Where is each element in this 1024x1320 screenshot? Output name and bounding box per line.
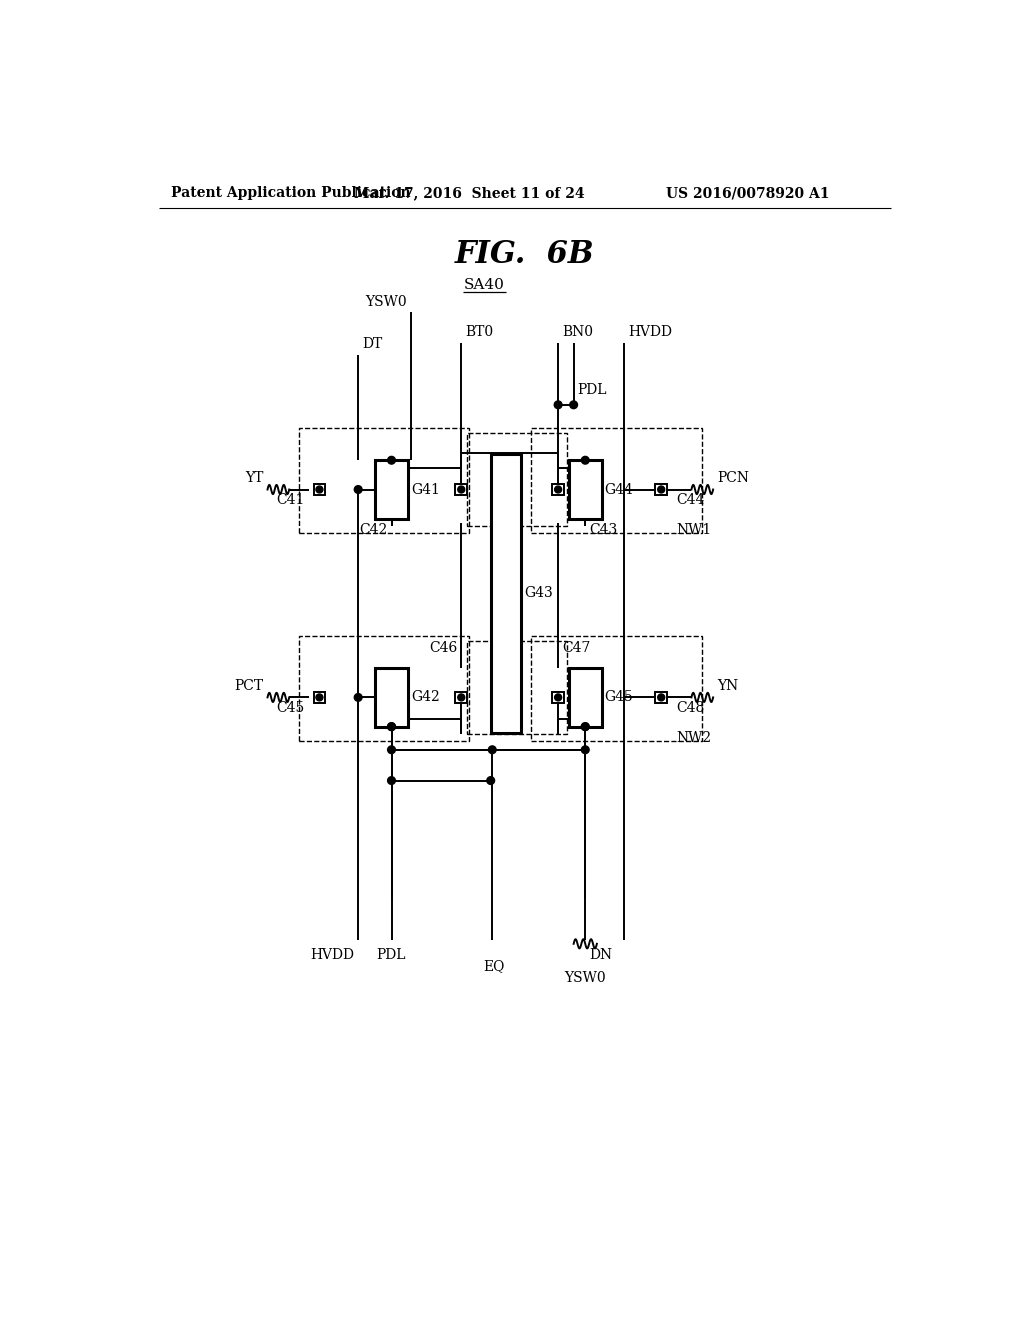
- Bar: [375, 668, 408, 726]
- Circle shape: [388, 776, 395, 784]
- Text: Patent Application Publication: Patent Application Publication: [171, 186, 411, 201]
- Circle shape: [582, 457, 589, 465]
- Bar: [467, 642, 567, 734]
- Circle shape: [569, 401, 578, 409]
- Bar: [375, 461, 408, 519]
- Bar: [313, 692, 326, 704]
- Bar: [552, 483, 564, 495]
- Bar: [569, 461, 601, 519]
- Text: HVDD: HVDD: [310, 948, 354, 962]
- Circle shape: [354, 486, 362, 494]
- Text: G41: G41: [411, 483, 439, 496]
- Text: US 2016/0078920 A1: US 2016/0078920 A1: [667, 186, 829, 201]
- Text: PCN: PCN: [717, 471, 749, 484]
- Bar: [552, 692, 564, 704]
- Bar: [299, 636, 469, 741]
- Text: C41: C41: [276, 494, 305, 507]
- Text: YSW0: YSW0: [366, 294, 407, 309]
- Circle shape: [458, 694, 465, 701]
- Text: NW2: NW2: [676, 730, 711, 744]
- Text: C43: C43: [589, 523, 617, 537]
- Text: DN: DN: [589, 948, 612, 962]
- Text: C42: C42: [359, 523, 388, 537]
- Circle shape: [388, 723, 395, 730]
- Text: C46: C46: [429, 642, 458, 655]
- Text: Mar. 17, 2016  Sheet 11 of 24: Mar. 17, 2016 Sheet 11 of 24: [353, 186, 585, 201]
- Circle shape: [554, 401, 562, 409]
- Text: PDL: PDL: [578, 383, 607, 397]
- Text: PDL: PDL: [377, 948, 407, 962]
- Bar: [569, 668, 601, 726]
- Text: EQ: EQ: [483, 960, 505, 973]
- Bar: [655, 692, 667, 704]
- Bar: [531, 636, 701, 741]
- Text: G44: G44: [604, 483, 634, 496]
- Bar: [531, 428, 701, 533]
- Text: C44: C44: [676, 494, 705, 507]
- Circle shape: [657, 694, 665, 701]
- Text: NW1: NW1: [676, 523, 712, 537]
- Bar: [456, 692, 467, 704]
- Bar: [313, 483, 326, 495]
- Circle shape: [458, 486, 465, 492]
- Circle shape: [657, 486, 665, 492]
- Bar: [467, 433, 567, 527]
- Text: YN: YN: [717, 678, 738, 693]
- Circle shape: [316, 694, 323, 701]
- Text: BN0: BN0: [562, 325, 593, 339]
- Text: PCT: PCT: [234, 678, 263, 693]
- Text: C47: C47: [562, 642, 591, 655]
- Circle shape: [354, 693, 362, 701]
- Circle shape: [582, 746, 589, 754]
- Bar: [299, 428, 469, 533]
- Text: C45: C45: [276, 701, 305, 715]
- Text: G42: G42: [411, 690, 439, 705]
- Circle shape: [488, 746, 496, 754]
- Circle shape: [388, 723, 395, 730]
- Text: HVDD: HVDD: [628, 325, 672, 339]
- Circle shape: [316, 486, 323, 492]
- Text: G43: G43: [524, 586, 553, 601]
- Circle shape: [555, 486, 561, 492]
- Text: YSW0: YSW0: [564, 970, 606, 985]
- Circle shape: [582, 723, 589, 730]
- Text: C48: C48: [676, 701, 705, 715]
- Text: DT: DT: [362, 337, 382, 351]
- Text: G45: G45: [604, 690, 634, 705]
- Bar: [492, 454, 520, 733]
- Bar: [456, 483, 467, 495]
- Circle shape: [582, 723, 589, 730]
- Circle shape: [388, 746, 395, 754]
- Circle shape: [486, 776, 495, 784]
- Text: YT: YT: [246, 471, 263, 484]
- Text: BT0: BT0: [465, 325, 494, 339]
- Text: FIG.  6B: FIG. 6B: [455, 239, 595, 271]
- Circle shape: [555, 694, 561, 701]
- Bar: [655, 483, 667, 495]
- Circle shape: [388, 457, 395, 465]
- Text: SA40: SA40: [464, 279, 505, 293]
